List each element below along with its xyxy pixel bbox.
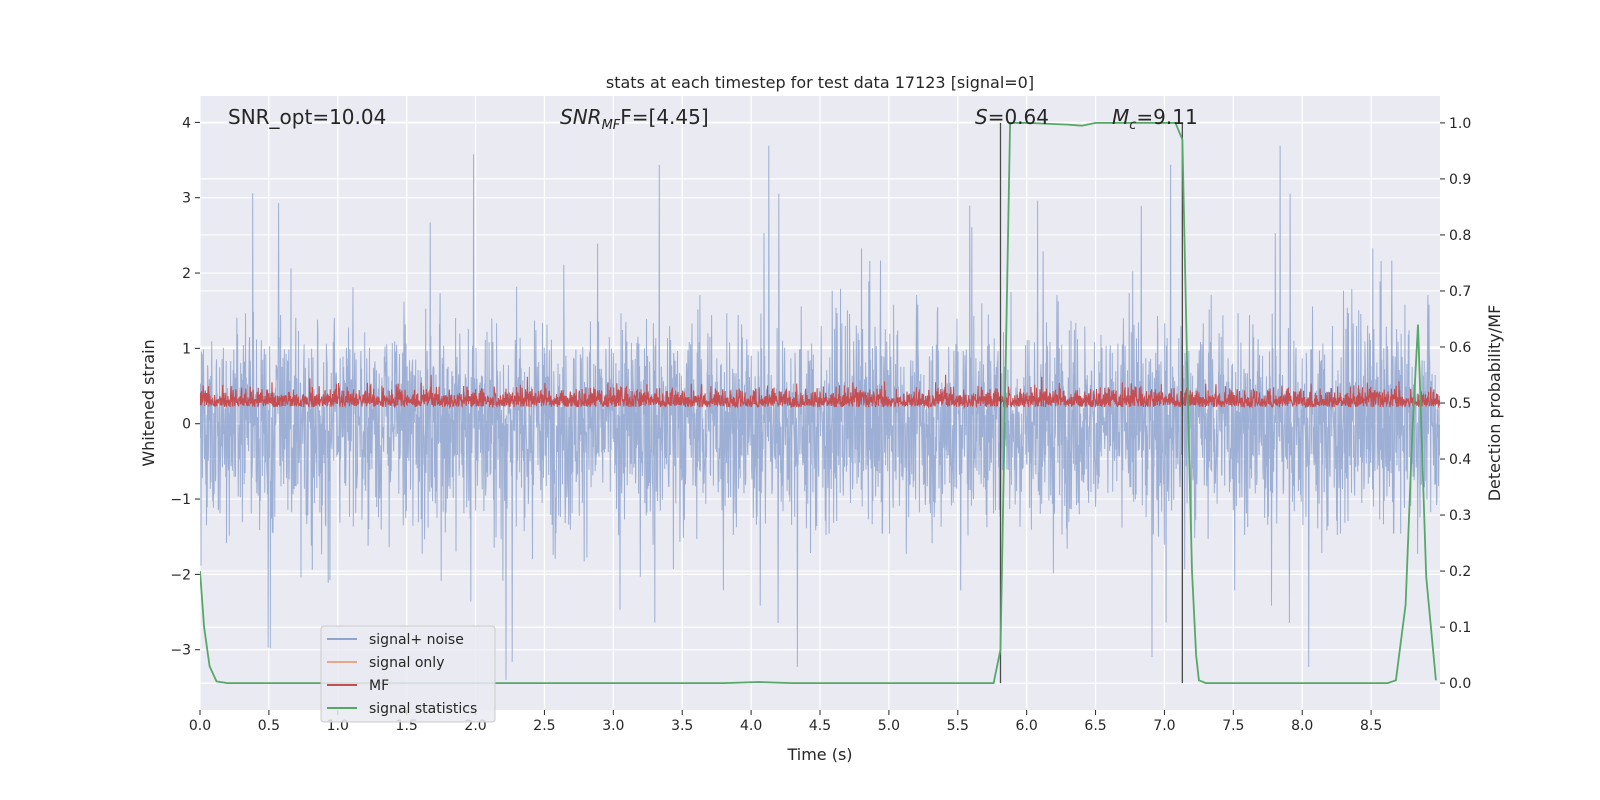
legend-label-signal-noise: signal+ noise — [369, 632, 464, 648]
chart-title: stats at each timestep for test data 171… — [606, 73, 1034, 92]
legend-label-signal-statistics: signal statistics — [369, 701, 477, 717]
right-y-tick-label: 0.3 — [1449, 508, 1471, 524]
x-tick-label: 3.5 — [671, 718, 693, 734]
x-tick-label: 6.5 — [1084, 718, 1106, 734]
left-y-tick-label: 3 — [182, 191, 191, 207]
snr-mf-annotation: SNRMFF=[4.45] — [560, 105, 709, 133]
snr-opt-annotation: SNR_opt=10.04 — [228, 105, 386, 129]
x-axis-label: Time (s) — [786, 745, 852, 764]
right-y-tick-label: 0.6 — [1449, 340, 1471, 356]
x-tick-label: 7.0 — [1153, 718, 1175, 734]
left-y-tick-label: 4 — [182, 115, 191, 131]
x-tick-label: 6.0 — [1016, 718, 1038, 734]
right-y-tick-label: 0.9 — [1449, 172, 1471, 188]
legend-box — [320, 625, 496, 723]
vertical-markers — [999, 122, 1184, 684]
right-y-tick-label: 0.0 — [1449, 676, 1471, 692]
x-tick-label: 0.0 — [189, 718, 211, 734]
right-y-axis-label: Detection probability/MF — [1485, 305, 1504, 502]
right-y-tick-label: 0.1 — [1449, 620, 1471, 636]
x-tick-label: 8.0 — [1291, 718, 1313, 734]
left-y-axis-label: Whitened strain — [139, 339, 158, 466]
s-annotation: S=0.64 — [975, 105, 1049, 129]
left-y-tick-label: 1 — [182, 341, 191, 357]
right-y-axis-ticks: 0.0 0.1 0.2 0.3 0.4 0.5 0.6 0.7 0.8 0.9 1.0 — [1440, 116, 1471, 692]
legend: signal+ noise signal only MF signal stat… — [320, 625, 496, 723]
x-tick-label: 3.0 — [602, 718, 624, 734]
right-y-tick-label: 0.5 — [1449, 396, 1471, 412]
left-y-tick-label: 2 — [182, 266, 191, 282]
x-tick-label: 4.5 — [809, 718, 831, 734]
x-tick-label: 4.0 — [740, 718, 762, 734]
left-y-axis-ticks: −3 −2 −1 0 1 2 3 4 — [170, 115, 200, 659]
x-tick-label: 5.0 — [878, 718, 900, 734]
right-y-tick-label: 0.7 — [1449, 284, 1471, 300]
left-y-tick-label: −3 — [170, 643, 191, 659]
right-y-tick-label: 0.4 — [1449, 452, 1471, 468]
right-y-tick-label: 0.2 — [1449, 564, 1471, 580]
mc-annotation: Mc=9.11 — [1112, 105, 1198, 133]
x-tick-label: 7.5 — [1222, 718, 1244, 734]
x-tick-label: 5.5 — [947, 718, 969, 734]
left-y-tick-label: 0 — [182, 417, 191, 433]
x-tick-label: 8.5 — [1360, 718, 1382, 734]
x-tick-label: 0.5 — [258, 718, 280, 734]
right-y-tick-label: 0.8 — [1449, 228, 1471, 244]
left-y-tick-label: −1 — [170, 492, 191, 508]
right-y-tick-label: 1.0 — [1449, 116, 1471, 132]
left-y-tick-label: −2 — [170, 567, 191, 583]
mf-series — [200, 374, 1440, 410]
x-tick-label: 2.5 — [533, 718, 555, 734]
legend-label-mf: MF — [369, 678, 389, 694]
legend-label-signal-only: signal only — [369, 655, 444, 671]
